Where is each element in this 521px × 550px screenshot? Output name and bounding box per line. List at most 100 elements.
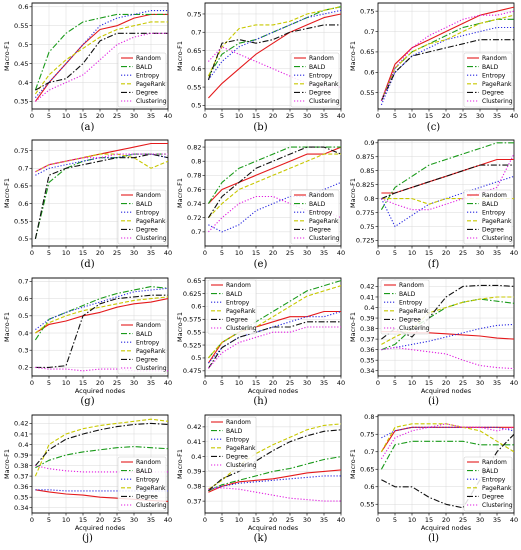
panel-caption: (h) [253, 396, 268, 407]
x-axis-label: Acquired nodes [421, 387, 472, 395]
x-tick-label: 25 [459, 249, 467, 257]
legend-label-random: Random [309, 55, 334, 62]
legend-label-degree: Degree [226, 454, 248, 461]
plot-border [377, 2, 515, 110]
series-line-random [380, 6, 514, 101]
x-tick-label: 0 [376, 112, 380, 120]
y-tick-label: 0.8 [364, 195, 374, 203]
x-tick-label: 30 [130, 112, 138, 120]
legend-label-random: Random [226, 419, 251, 426]
chart-svg: 0.35 0.4 0.45 0.5 0.55 0.6 0 5 10 15 20 25 30 35 40 Mac… [3, 2, 172, 120]
plot-border [204, 414, 342, 514]
x-tick-label: 40 [510, 516, 518, 524]
x-tick-label: 40 [164, 379, 172, 387]
x-tick-label: 10 [408, 112, 416, 120]
legend-label-entropy: Entropy [482, 72, 506, 79]
x-tick-label: 20 [96, 379, 104, 387]
series-line-random [35, 298, 168, 334]
x-tick-label: 25 [113, 516, 121, 524]
x-tick-label: 10 [408, 516, 416, 524]
x-tick-label: 40 [164, 112, 172, 120]
legend-label-clustering: Clustering [226, 325, 257, 332]
x-tick-label: 0 [376, 379, 380, 387]
legend-label-pagerank: PageRank [482, 81, 512, 88]
x-tick-label: 5 [47, 249, 51, 257]
chart-svg: 0.5 0.55 0.6 0.65 0.7 0.75 0 5 10 15 20 25 30 35 40 Mac… [3, 139, 172, 257]
legend-label-clustering: Clustering [226, 462, 257, 469]
x-tick-label: 20 [96, 249, 104, 257]
y-axis-label: Macro-F1 [176, 312, 184, 342]
series-line-random [34, 13, 168, 102]
legend-label-random: Random [482, 192, 507, 199]
chart-panel-e: 0.7 0.72 0.74 0.76 0.78 0.8 0.82 0 5 10 15 20 25 30 35… [175, 137, 346, 274]
x-tick-label: 5 [220, 516, 224, 524]
y-tick-label: 0.5 [191, 354, 201, 362]
x-tick-label: 20 [442, 516, 450, 524]
y-tick-label: 0.525 [183, 341, 202, 349]
panel-caption: (f) [427, 259, 440, 270]
x-tick-label: 20 [269, 379, 277, 387]
y-axis-label: Macro-F1 [3, 449, 11, 479]
legend-label-random: Random [309, 192, 334, 199]
y-axis-label: Macro-F1 [349, 178, 357, 208]
x-tick-label: 35 [147, 379, 155, 387]
legend-label-clustering: Clustering [482, 98, 513, 105]
x-tick-label: 5 [220, 112, 224, 120]
x-tick-label: 30 [303, 379, 311, 387]
y-tick-label: 0.42 [187, 423, 201, 431]
series-line-degree [381, 164, 514, 200]
y-axis-label: Macro-F1 [3, 178, 11, 208]
y-tick-label: 0.55 [14, 22, 28, 30]
chart-svg: 0.2 0.3 0.4 0.5 0.6 0.7 0 5 10 15 20 25 30 35 40 Macro-… [3, 277, 172, 395]
x-tick-label: 30 [303, 516, 311, 524]
y-tick-label: 0.85 [360, 167, 374, 175]
series-line-random [208, 146, 341, 204]
y-tick-label: 0.38 [14, 462, 28, 470]
x-tick-label: 20 [442, 112, 450, 120]
x-tick-label: 35 [320, 516, 328, 524]
y-tick-label: 0.775 [356, 209, 375, 217]
x-tick-label: 30 [476, 379, 484, 387]
series-line-clustering [381, 153, 514, 211]
y-tick-label: 0.9 [364, 139, 374, 147]
series-line-pagerank [380, 14, 514, 102]
y-tick-label: 0.4 [18, 329, 28, 337]
y-tick-label: 0.35 [14, 493, 28, 501]
legend-label-pagerank: PageRank [399, 308, 429, 315]
legend-label-degree: Degree [309, 90, 331, 97]
y-axis-label: Macro-F1 [349, 312, 357, 342]
chart-panel-a: 0.35 0.4 0.45 0.5 0.55 0.6 0 5 10 15 20 25 30 35 40 Mac… [2, 0, 173, 137]
y-tick-label: 0.875 [356, 153, 375, 161]
x-tick-label: 5 [220, 249, 224, 257]
y-tick-label: 0.5 [18, 235, 28, 243]
y-tick-label: 0.65 [360, 466, 374, 474]
legend-label-clustering: Clustering [136, 502, 167, 509]
y-axis-label: Macro-F1 [3, 41, 11, 71]
y-tick-label: 0.75 [360, 431, 374, 439]
legend-label-clustering: Clustering [309, 235, 340, 242]
series-line-bald [34, 13, 168, 91]
x-tick-label: 0 [30, 516, 34, 524]
x-tick-label: 0 [203, 379, 207, 387]
x-tick-label: 35 [147, 516, 155, 524]
y-tick-label: 0.37 [14, 472, 28, 480]
y-tick-label: 0.4 [364, 304, 374, 312]
y-tick-label: 0.8 [191, 158, 201, 166]
legend-label-bald: BALD [136, 201, 153, 208]
x-tick-label: 35 [493, 249, 501, 257]
x-axis-label: Acquired nodes [248, 387, 299, 395]
y-axis-label: Macro-F1 [176, 41, 184, 71]
series-line-entropy [208, 181, 341, 233]
legend-label-random: Random [136, 55, 161, 62]
legend-label-entropy: Entropy [136, 209, 160, 216]
legend-label-bald: BALD [136, 468, 153, 475]
y-tick-label: 0.45 [14, 60, 28, 68]
legend-label-bald: BALD [309, 201, 326, 208]
chart-svg: 0.475 0.5 0.525 0.55 0.575 0.6 0.625 0.65 0 5 10 15… [176, 277, 345, 395]
plot-border [31, 139, 169, 247]
series-line-degree [380, 39, 514, 102]
x-tick-label: 30 [476, 112, 484, 120]
